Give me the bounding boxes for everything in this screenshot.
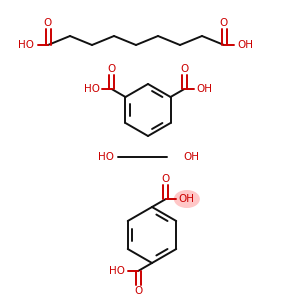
- Text: OH: OH: [183, 152, 199, 162]
- Text: O: O: [134, 286, 142, 296]
- Text: OH: OH: [179, 194, 195, 204]
- Text: O: O: [162, 174, 170, 184]
- Text: O: O: [220, 18, 228, 28]
- Text: O: O: [180, 64, 188, 74]
- Text: HO: HO: [84, 84, 100, 94]
- Text: HO: HO: [18, 40, 34, 50]
- Text: OH: OH: [196, 84, 212, 94]
- Text: OH: OH: [237, 40, 253, 50]
- Text: O: O: [44, 18, 52, 28]
- Ellipse shape: [174, 190, 200, 208]
- Text: O: O: [107, 64, 116, 74]
- Text: HO: HO: [98, 152, 114, 162]
- Text: HO: HO: [109, 266, 125, 276]
